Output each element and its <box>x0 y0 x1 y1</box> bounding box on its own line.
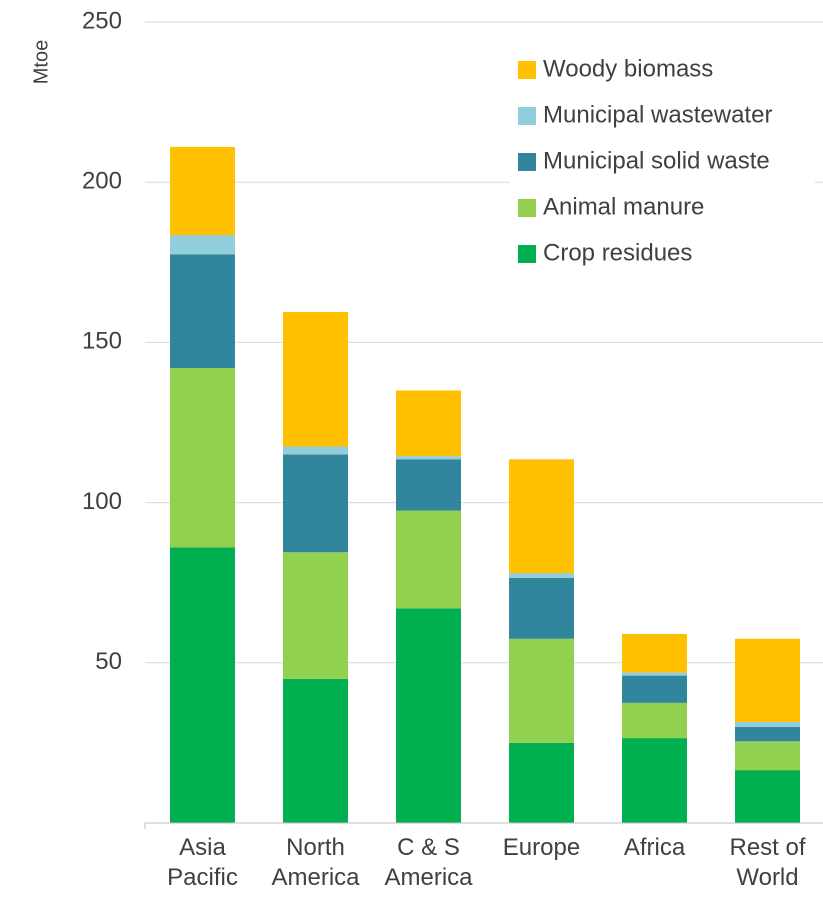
bar-segment <box>283 552 348 679</box>
bar-segment <box>283 454 348 553</box>
bar-segment <box>735 741 800 771</box>
bar-segment <box>396 510 461 609</box>
y-tick-label: 200 <box>82 168 122 195</box>
bar-segment <box>396 608 461 823</box>
legend-swatch <box>518 107 536 125</box>
bar-segment <box>170 254 235 369</box>
bar-segment <box>170 146 235 236</box>
bar-segment <box>735 770 800 823</box>
bar-segment <box>396 459 461 511</box>
x-tick-label: Asia Pacific <box>167 834 238 891</box>
bar-segment <box>622 738 687 823</box>
bar-segment <box>283 311 348 447</box>
bar-segment <box>509 742 574 823</box>
legend-label: Crop residues <box>543 239 692 266</box>
bar-segment <box>509 638 574 743</box>
bar-segment <box>283 446 348 455</box>
bar-segment <box>170 235 235 255</box>
legend: Crop residues Animal manure Municipal soli… <box>510 45 815 275</box>
y-tick-label: 100 <box>82 488 122 515</box>
y-tick-label: 150 <box>82 328 122 355</box>
bar-segment <box>622 633 687 673</box>
legend-label: Municipal solid waste <box>543 147 770 174</box>
bar-segment <box>170 547 235 823</box>
legend-swatch <box>518 199 536 217</box>
bar-segment <box>396 390 461 457</box>
bar-segment <box>735 726 800 742</box>
y-tick-label: 250 <box>82 7 122 34</box>
legend-swatch <box>518 61 536 79</box>
legend-swatch <box>518 153 536 171</box>
x-tick-label: Rest of World <box>729 834 806 891</box>
legend-label: Woody biomass <box>543 55 713 82</box>
bar-segment <box>170 368 235 548</box>
y-axis-label: Mtoe <box>30 40 52 84</box>
legend-label: Municipal wastewater <box>543 101 772 128</box>
bar-segment <box>622 675 687 703</box>
legend-background <box>510 45 815 275</box>
bar-segment <box>622 672 687 676</box>
bar-segment <box>509 459 574 574</box>
bar-segment <box>622 702 687 739</box>
bar-segment <box>735 722 800 727</box>
legend-swatch <box>518 245 536 263</box>
bar-segment <box>735 638 800 723</box>
x-tick-label: Europe <box>502 834 581 861</box>
bar-segment <box>283 678 348 823</box>
x-tick-label: Africa <box>623 834 686 861</box>
x-tick-label: C & S America <box>384 834 473 891</box>
bar-segment <box>509 577 574 639</box>
bar-segment <box>396 456 461 460</box>
x-tick-label: North America <box>271 834 360 891</box>
y-tick-label: 50 <box>95 648 122 675</box>
bar-segment <box>509 573 574 578</box>
legend-label: Animal manure <box>543 193 704 220</box>
